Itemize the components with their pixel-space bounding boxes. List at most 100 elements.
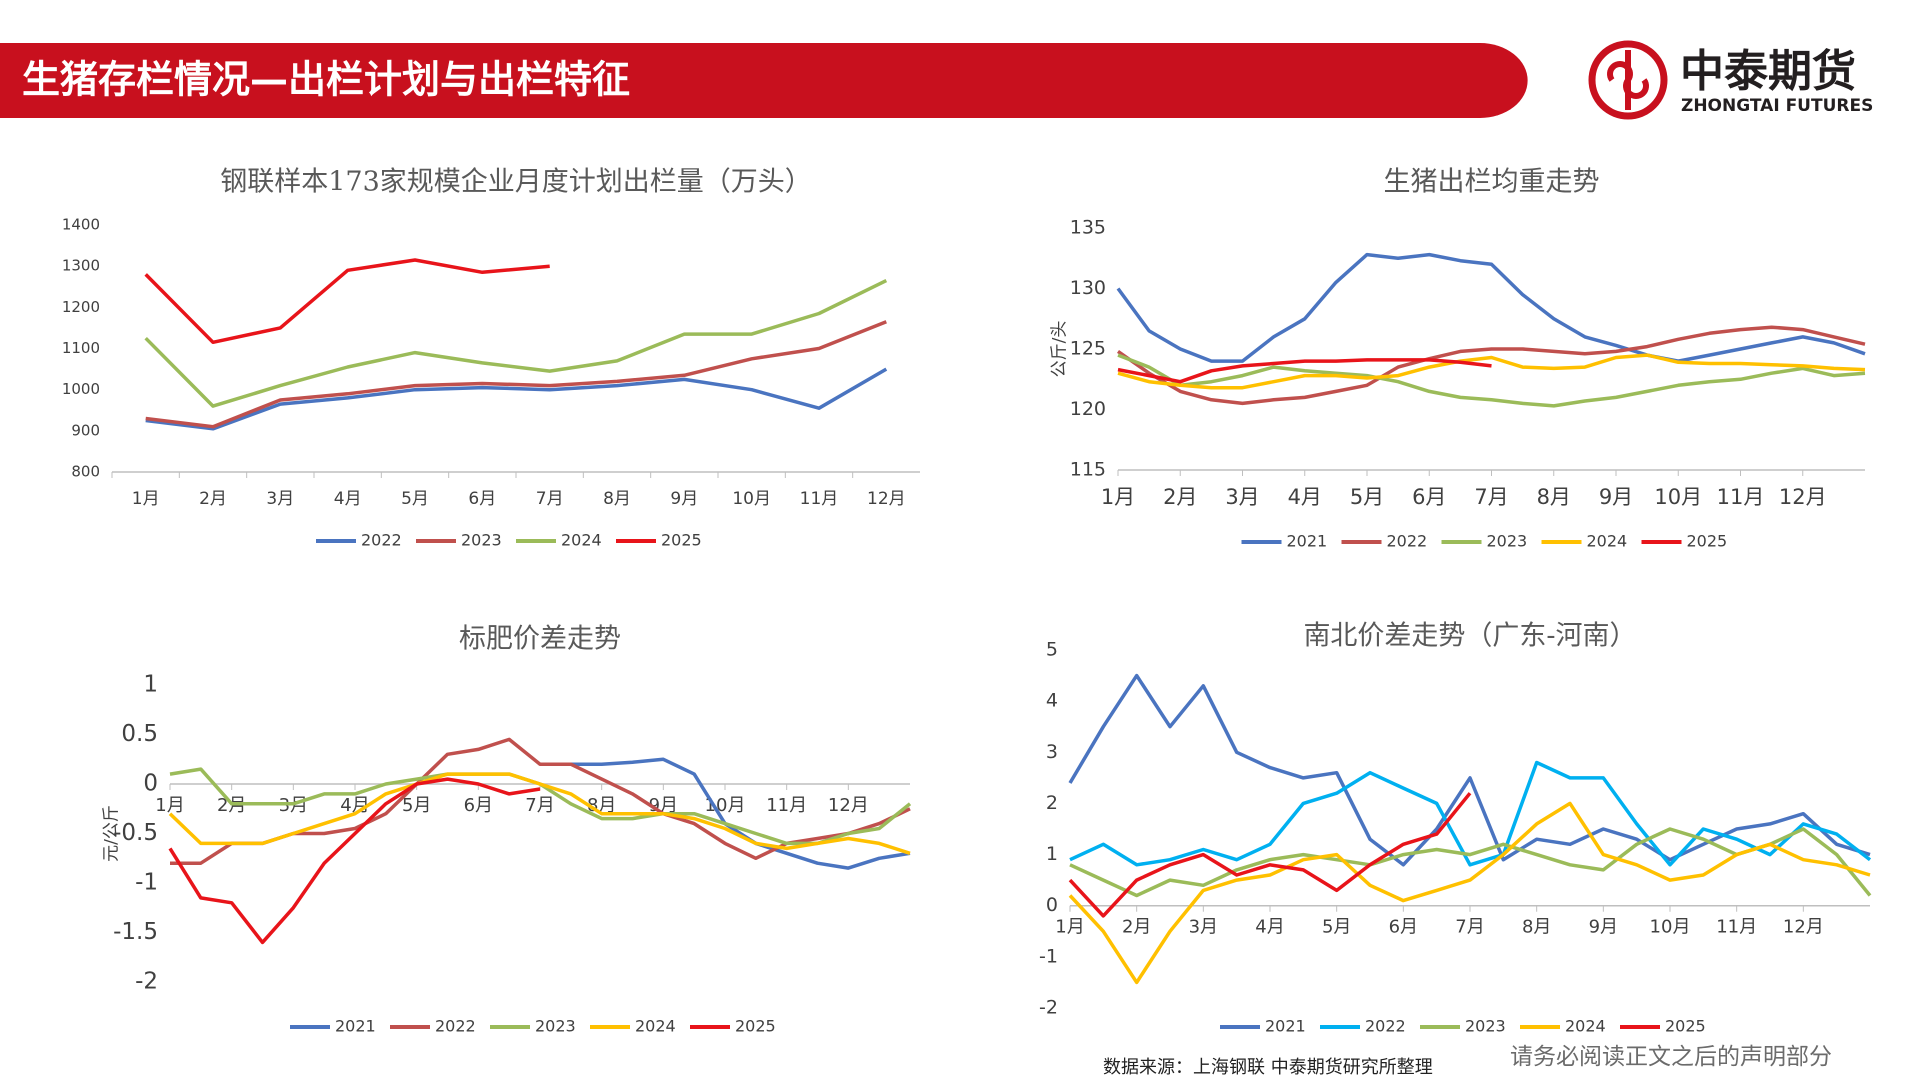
logo-ring: [1588, 40, 1668, 120]
y-tick-label: 5: [1046, 639, 1058, 661]
x-tick-label: 9月: [1589, 917, 1618, 938]
chart: 生猪出栏均重走势 115 120 125 130 135 公斤/头 1月 2月 3月 4月 5月 6月 7…: [1050, 167, 1866, 551]
x-tick-label: 4月: [1288, 485, 1322, 509]
series-line: [1068, 792, 1472, 918]
legend-label: 2021: [1287, 532, 1328, 551]
x-tick-label: 7月: [525, 795, 554, 816]
chart-title: 钢联样本173家规模企业月度计划出栏量（万头）: [220, 167, 812, 198]
legend-label: 2023: [1487, 532, 1528, 551]
y-tick-label: 0: [1046, 894, 1058, 916]
x-tick-label: 9月: [670, 489, 698, 509]
chart: 南北价差走势（广东-河南） -2 -1 0 1 2 3 4 5 1月 2月 3月 4月 5月 6月 7月 8月 9…: [1039, 621, 1872, 1036]
x-tick-label: 2月: [1163, 485, 1197, 509]
series-line: [1117, 358, 1492, 384]
chart: 钢联样本173家规模企业月度计划出栏量（万头） 800 900 1000 1100 120…: [62, 167, 920, 550]
legend-label: 2025: [1687, 532, 1728, 551]
logo-en: ZHONGTAI FUTURES: [1681, 96, 1873, 116]
y-axis-label: 元/公斤: [102, 805, 122, 862]
y-tick-label: 3: [1046, 741, 1058, 763]
title-banner: [0, 43, 1528, 118]
legend-label: 2024: [561, 531, 602, 550]
logo: 中泰期货 ZHONGTAI FUTURES: [1588, 40, 1873, 120]
x-tick-label: 12月: [828, 795, 869, 816]
x-tick-label: 4月: [334, 489, 362, 509]
x-tick-label: 2月: [199, 489, 227, 509]
y-tick-label: 1300: [62, 257, 100, 275]
x-tick-label: 8月: [1522, 917, 1551, 938]
y-tick-label: 0.5: [121, 721, 158, 747]
x-tick-label: 7月: [536, 489, 564, 509]
legend-label: 2025: [735, 1017, 776, 1036]
y-tick-label: 1: [143, 672, 158, 698]
series-line: [168, 777, 541, 945]
y-tick-label: -1: [1039, 945, 1058, 967]
y-tick-label: 1: [1046, 843, 1058, 865]
legend-label: 2022: [1387, 532, 1428, 551]
x-tick-label: 9月: [1599, 485, 1633, 509]
y-tick-label: 900: [71, 421, 100, 439]
chart: 标肥价差走势-2-1.5-1-0.500.51元/公斤 1月 2月 3月 4月 5月 6月 7…: [102, 624, 912, 1036]
series-line: [1068, 673, 1871, 867]
x-tick-label: 11月: [766, 795, 807, 816]
series-line: [570, 757, 911, 870]
legend-label: 2021: [1265, 1017, 1306, 1036]
legend-label: 2022: [361, 531, 402, 550]
x-tick-label: 3月: [1225, 485, 1259, 509]
legend-label: 2025: [661, 531, 702, 550]
y-tick-label: 1000: [62, 380, 100, 398]
y-tick-label: -1: [135, 870, 158, 896]
x-tick-label: 11月: [1716, 917, 1757, 938]
x-tick-label: 11月: [1717, 485, 1765, 509]
x-tick-label: 8月: [1537, 485, 1571, 509]
chart-title: 生猪出栏均重走势: [1384, 167, 1600, 198]
series-line: [145, 320, 887, 429]
x-tick-label: 1月: [1101, 485, 1135, 509]
legend-label: 2022: [435, 1017, 476, 1036]
slide-title: 生猪存栏情况—出栏计划与出栏特征: [22, 58, 630, 102]
x-tick-label: 5月: [1322, 917, 1351, 938]
x-tick-label: 7月: [1455, 917, 1484, 938]
y-tick-label: 130: [1070, 277, 1106, 299]
y-axis-label: 公斤/头: [1050, 321, 1070, 378]
source-note: 数据来源：上海钢联 中泰期货研究所整理: [1103, 1057, 1433, 1078]
x-tick-label: 5月: [401, 489, 429, 509]
x-tick-label: 10月: [1654, 485, 1702, 509]
y-tick-label: -1.5: [113, 919, 158, 945]
x-tick-label: 6月: [464, 795, 493, 816]
x-tick-label: 5月: [402, 795, 431, 816]
y-tick-label: -2: [135, 969, 158, 995]
x-tick-label: 5月: [1350, 485, 1384, 509]
y-tick-label: 1200: [62, 298, 100, 316]
x-tick-label: 10月: [705, 795, 746, 816]
y-tick-label: -0.5: [113, 820, 158, 846]
y-tick-label: 4: [1046, 690, 1058, 712]
x-tick-label: 3月: [266, 489, 294, 509]
x-tick-label: 6月: [468, 489, 496, 509]
y-tick-label: 2: [1046, 792, 1058, 814]
x-tick-label: 6月: [1389, 917, 1418, 938]
y-tick-label: 125: [1070, 338, 1106, 360]
x-tick-label: 10月: [732, 489, 771, 509]
series-line: [168, 772, 911, 855]
x-tick-label: 4月: [1255, 917, 1284, 938]
series-line: [1069, 760, 1872, 867]
x-tick-label: 1月: [155, 795, 184, 816]
series-line: [1068, 801, 1871, 985]
legend-label: 2022: [1365, 1017, 1406, 1036]
legend-label: 2021: [335, 1017, 376, 1036]
series-line: [1116, 325, 1866, 406]
x-tick-label: 3月: [1189, 917, 1218, 938]
x-tick-label: 1月: [1055, 917, 1084, 938]
legend-label: 2024: [635, 1017, 676, 1036]
legend-label: 2023: [535, 1017, 576, 1036]
legend-label: 2023: [1465, 1017, 1506, 1036]
legend-label: 2024: [1565, 1017, 1606, 1036]
y-tick-label: 1100: [62, 339, 100, 357]
legend-label: 2023: [461, 531, 502, 550]
x-tick-label: 2月: [1122, 917, 1151, 938]
y-tick-label: 120: [1070, 398, 1106, 420]
y-tick-label: -2: [1039, 997, 1058, 1019]
series-line: [1116, 252, 1866, 363]
series-line: [144, 279, 888, 408]
